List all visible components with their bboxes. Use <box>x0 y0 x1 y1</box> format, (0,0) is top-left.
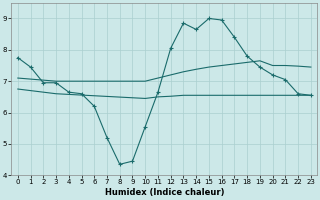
X-axis label: Humidex (Indice chaleur): Humidex (Indice chaleur) <box>105 188 224 197</box>
